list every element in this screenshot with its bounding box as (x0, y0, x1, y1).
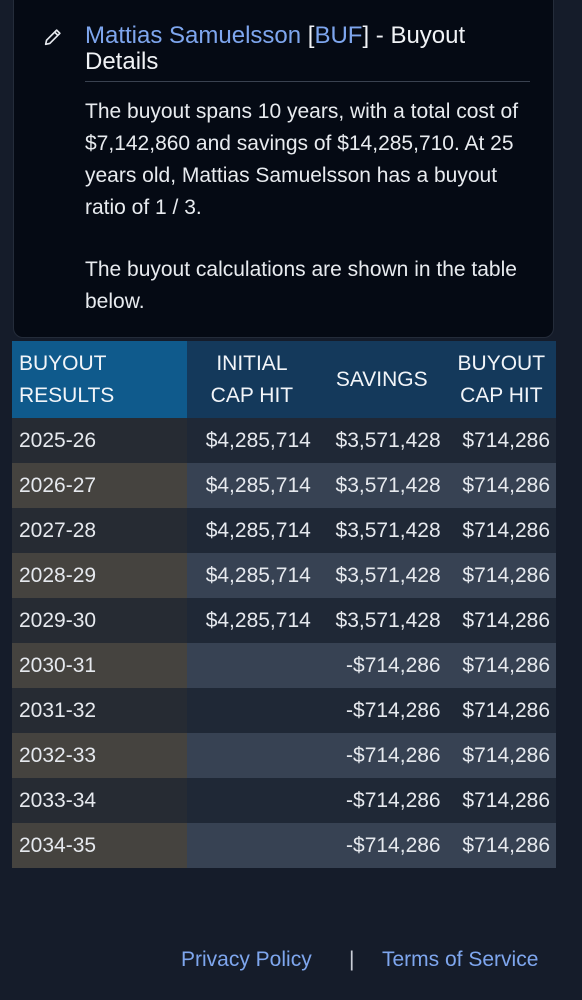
year-cell: 2032-33 (12, 733, 187, 778)
savings-cell: -$714,286 (316, 733, 447, 778)
table-row: 2030-31 -$714,286 $714,286 (12, 643, 556, 688)
buyout-cap-hit-cell: $714,286 (446, 778, 556, 823)
page-title: Mattias Samuelsson [BUF] - Buyout Detail… (85, 23, 530, 82)
buyout-cap-hit-cell: $714,286 (446, 463, 556, 508)
buyout-cap-hit-cell: $714,286 (446, 823, 556, 868)
savings-cell: -$714,286 (316, 643, 447, 688)
buyout-cap-hit-cell: $714,286 (446, 598, 556, 643)
player-name-link[interactable]: Mattias Samuelsson (85, 22, 302, 49)
buyout-cap-hit-cell: $714,286 (446, 733, 556, 778)
savings-cell: $3,571,428 (316, 508, 447, 553)
initial-cap-hit-cell: $4,285,714 (187, 598, 317, 643)
year-cell: 2030-31 (12, 643, 187, 688)
table-header-row: BUYOUT RESULTS INITIAL CAP HIT SAVINGS BUY… (12, 341, 556, 418)
buyout-cap-hit-cell: $714,286 (446, 418, 556, 463)
savings-cell: $3,571,428 (316, 418, 447, 463)
year-cell: 2026-27 (12, 463, 187, 508)
buyout-cap-hit-cell: $714,286 (446, 688, 556, 733)
table-row: 2029-30 $4,285,714 $3,571,428 $714,286 (12, 598, 556, 643)
table-note: The buyout calculations are shown in the… (85, 258, 517, 313)
table-row: 2026-27 $4,285,714 $3,571,428 $714,286 (12, 463, 556, 508)
year-cell: 2029-30 (12, 598, 187, 643)
table-row: 2032-33 -$714,286 $714,286 (12, 733, 556, 778)
col-savings: SAVINGS (316, 341, 447, 418)
table-row: 2025-26 $4,285,714 $3,571,428 $714,286 (12, 418, 556, 463)
year-cell: 2034-35 (12, 823, 187, 868)
buyout-cap-hit-cell: $714,286 (446, 553, 556, 598)
savings-cell: -$714,286 (316, 778, 447, 823)
year-cell: 2031-32 (12, 688, 187, 733)
savings-cell: $3,571,428 (316, 553, 447, 598)
buyout-details-card: Mattias Samuelsson [BUF] - Buyout Detail… (13, 0, 554, 338)
savings-cell: $3,571,428 (316, 463, 447, 508)
pencil-icon[interactable] (42, 26, 64, 48)
year-cell: 2028-29 (12, 553, 187, 598)
table-row: 2031-32 -$714,286 $714,286 (12, 688, 556, 733)
terms-of-service-link[interactable]: Terms of Service (382, 948, 539, 971)
year-cell: 2025-26 (12, 418, 187, 463)
table-row: 2034-35 -$714,286 $714,286 (12, 823, 556, 868)
initial-cap-hit-cell: $4,285,714 (187, 463, 317, 508)
initial-cap-hit-cell (187, 643, 317, 688)
initial-cap-hit-cell (187, 688, 317, 733)
team-link[interactable]: BUF (314, 22, 363, 49)
savings-cell: -$714,286 (316, 823, 447, 868)
table-row: 2028-29 $4,285,714 $3,571,428 $714,286 (12, 553, 556, 598)
col-buyout-cap-hit: BUYOUT CAP HIT (446, 341, 556, 418)
year-cell: 2033-34 (12, 778, 187, 823)
initial-cap-hit-cell (187, 823, 317, 868)
year-cell: 2027-28 (12, 508, 187, 553)
privacy-policy-link[interactable]: Privacy Policy (181, 948, 312, 971)
table-row: 2027-28 $4,285,714 $3,571,428 $714,286 (12, 508, 556, 553)
footer-separator: | (349, 948, 355, 971)
table-row: 2033-34 -$714,286 $714,286 (12, 778, 556, 823)
col-initial-cap-hit: INITIAL CAP HIT (187, 341, 317, 418)
initial-cap-hit-cell (187, 778, 317, 823)
title-suffix: - Buyout Details (85, 22, 466, 75)
buyout-cap-hit-cell: $714,286 (446, 508, 556, 553)
col-buyout-results: BUYOUT RESULTS (12, 341, 187, 418)
savings-cell: -$714,286 (316, 688, 447, 733)
footer: Privacy Policy | Terms of Service (0, 948, 582, 978)
buyout-table: BUYOUT RESULTS INITIAL CAP HIT SAVINGS BUY… (12, 341, 556, 868)
buyout-cap-hit-cell: $714,286 (446, 643, 556, 688)
initial-cap-hit-cell: $4,285,714 (187, 508, 317, 553)
initial-cap-hit-cell (187, 733, 317, 778)
initial-cap-hit-cell: $4,285,714 (187, 553, 317, 598)
initial-cap-hit-cell: $4,285,714 (187, 418, 317, 463)
savings-cell: $3,571,428 (316, 598, 447, 643)
buyout-summary: The buyout spans 10 years, with a total … (85, 100, 519, 219)
